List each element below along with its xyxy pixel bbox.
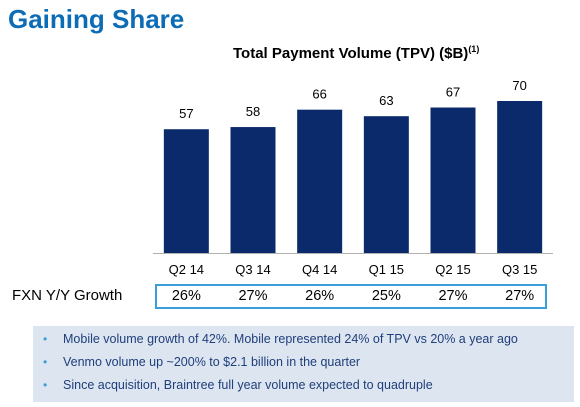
growth-row-label: FXN Y/Y Growth [12,287,123,304]
bar-q1-15 [363,116,409,253]
data-label: 57 [179,106,193,121]
page-title: Gaining Share [8,4,185,34]
bullet-item: • Mobile volume growth of 42%. Mobile rep… [33,326,574,349]
chart-title-text: Total Payment Volume (TPV) ($B) [233,45,469,62]
bar-q4-14 [297,109,343,253]
x-tick-label: Q3 15 [502,262,537,277]
chart-title: Total Payment Volume (TPV) ($B)(1) [233,44,479,62]
bullet-dot-icon: • [43,332,48,346]
bar-q2-15 [430,107,476,253]
data-label: 70 [512,78,526,93]
x-tick-label: Q2 14 [169,262,204,277]
bullet-item: • Since acquisition, Braintree full year … [33,372,574,395]
bullet-text: Venmo volume up ~200% to $2.1 billion in… [63,355,361,369]
x-tick-label: Q1 15 [369,262,404,277]
bar-chart: 57 Q2 14 58 Q3 14 66 Q4 14 63 Q1 15 67 Q2 15 70 Q3 … [153,78,553,277]
data-label: 63 [379,93,393,108]
x-tick-label: Q2 15 [435,262,470,277]
growth-value: 26% [171,288,201,304]
growth-value: 27% [438,288,468,304]
growth-value: 25% [371,288,401,304]
growth-value: 27% [505,288,535,304]
bar-q3-14 [230,127,276,253]
growth-row-box [155,284,547,309]
bullet-list: • Mobile volume growth of 42%. Mobile rep… [33,326,574,402]
x-tick-label: Q4 14 [302,262,337,277]
bullet-item: • Venmo volume up ~200% to $2.1 billion i… [33,349,574,372]
bullet-text: Since acquisition, Braintree full year v… [63,378,433,392]
data-label: 67 [446,85,460,100]
bullet-text: Mobile volume growth of 42%. Mobile repr… [63,332,518,346]
chart-title-footnote: (1) [468,44,480,54]
growth-value: 26% [305,288,335,304]
bullet-dot-icon: • [43,378,48,392]
bar-q2-14 [163,129,209,253]
bullet-dot-icon: • [43,355,48,369]
x-tick-label: Q3 14 [235,262,270,277]
data-label: 58 [246,104,260,119]
growth-value: 27% [238,288,268,304]
bar-q3-15 [497,101,543,253]
data-label: 66 [312,87,326,102]
